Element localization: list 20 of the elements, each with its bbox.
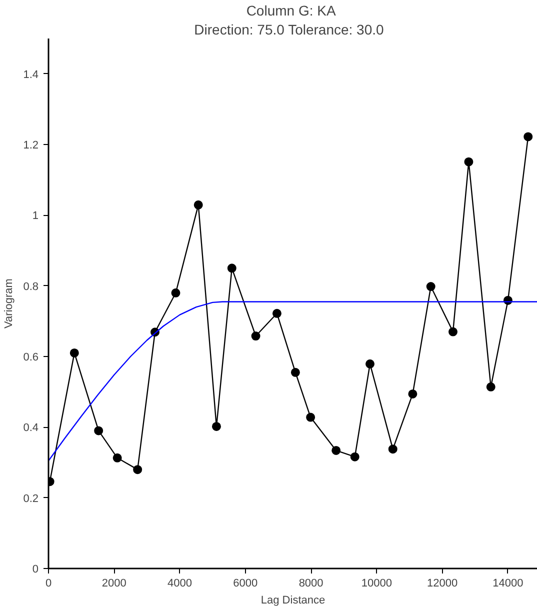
x-tick-label: 4000	[168, 578, 192, 590]
y-tick-label: 0.2	[23, 492, 39, 505]
x-tick-label: 12000	[427, 578, 458, 590]
x-axis-title: Lag Distance	[260, 594, 326, 606]
x-tick-label: 0	[45, 578, 52, 590]
y-axis-title: Variogram	[3, 278, 16, 328]
x-tick-label: 8000	[298, 578, 324, 590]
x-tick-label: 14000	[492, 578, 524, 590]
y-tick-label: 0	[32, 564, 39, 576]
y-tick-label: 1	[32, 210, 39, 222]
x-tick-label: 2000	[102, 578, 126, 590]
y-tick-label: 0.6	[23, 352, 39, 364]
x-tick-label: 6000	[233, 578, 258, 590]
y-tick-label: 0.4	[23, 422, 39, 434]
chart-subtitle: Direction: 75.0 Tolerance: 30.0	[194, 22, 384, 38]
y-tick-label: 1.4	[23, 68, 39, 81]
chart-title: Column G: KA	[246, 2, 336, 18]
x-tick-label: 10000	[361, 578, 392, 590]
y-tick-label: 1.2	[23, 140, 39, 152]
y-tick-label: 0.8	[23, 280, 39, 293]
